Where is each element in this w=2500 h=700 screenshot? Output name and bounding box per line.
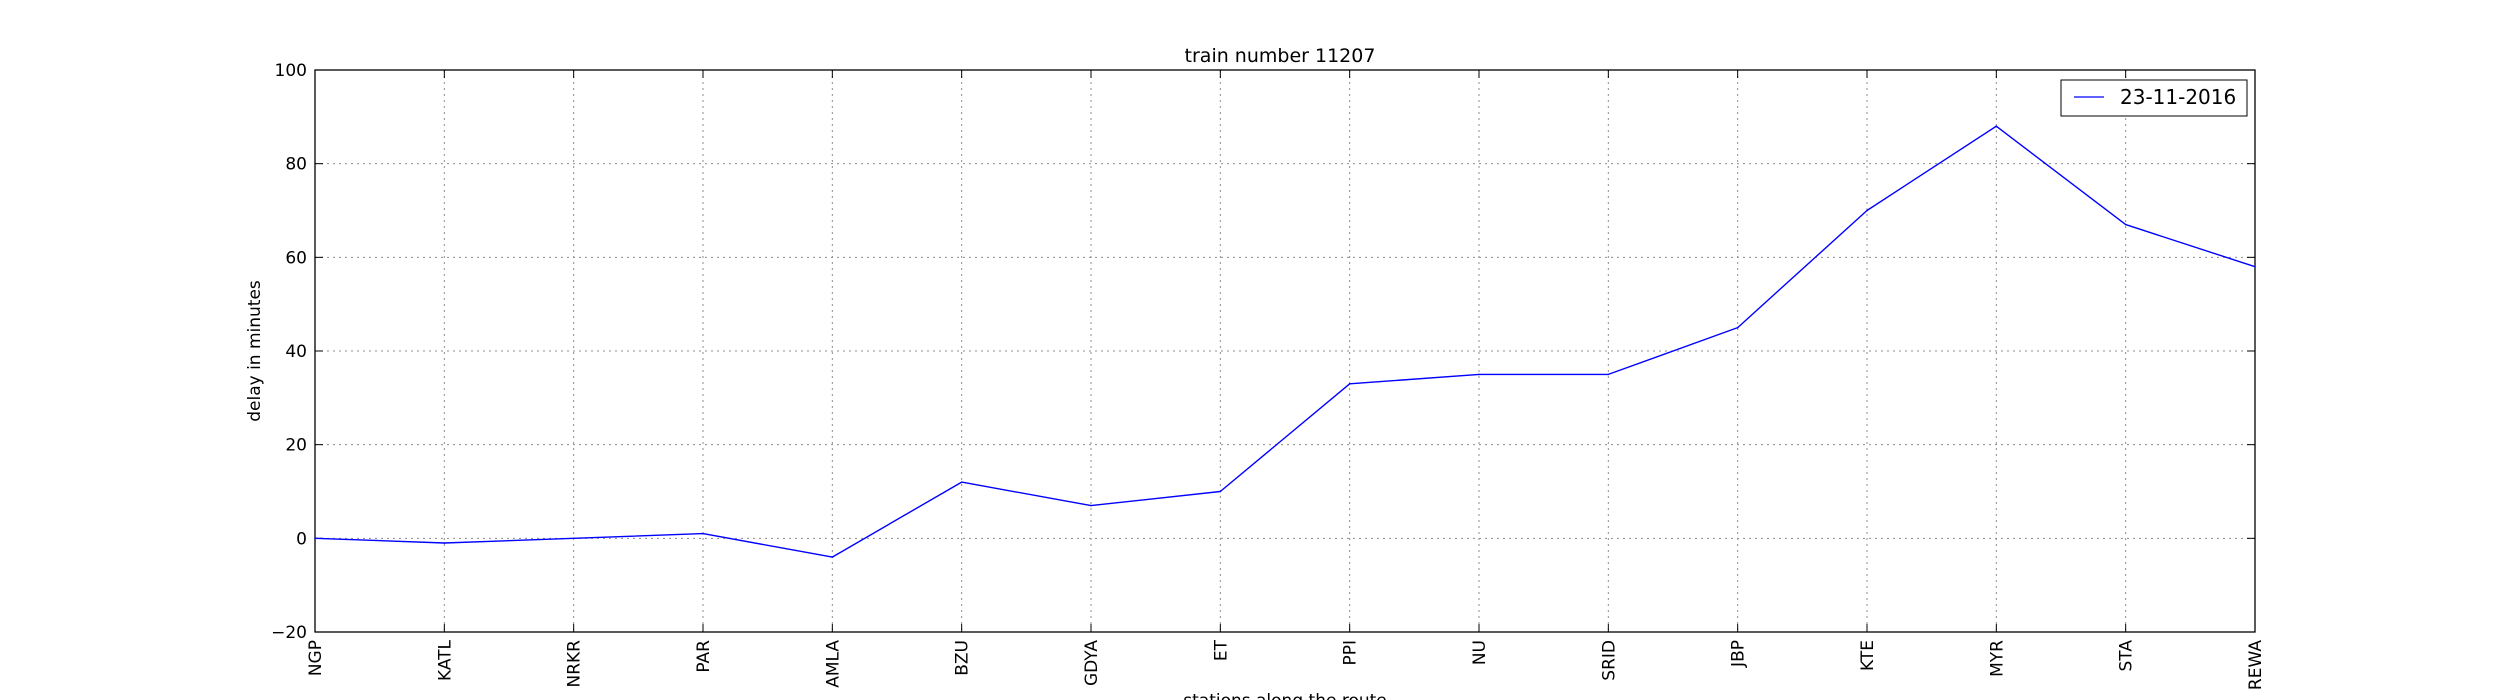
plot-area-frame <box>314 69 2256 633</box>
data-point <box>1219 490 1222 493</box>
data-point <box>314 537 316 540</box>
data-point <box>1995 125 1998 127</box>
data-point <box>831 556 834 558</box>
chart-title: train number 11207 <box>1185 45 1376 67</box>
series-line <box>314 125 2256 558</box>
x-tick-label: SRID <box>1599 640 1619 681</box>
x-tick-label: BZU <box>953 640 973 676</box>
x-axis-ticks: NGP KATL NRKR PAR AMLA BZU GDYA ET PPI NU SRID JBP K… <box>306 70 2266 690</box>
y-tick-label: 0 <box>296 529 307 549</box>
x-tick-label: PPI <box>1341 640 1361 666</box>
x-tick-label: JBP <box>1729 640 1749 668</box>
data-point <box>1478 373 1480 376</box>
x-tick-label: PAR <box>694 640 714 673</box>
x-tick-label: STA <box>2117 640 2137 672</box>
data-point <box>443 542 446 544</box>
x-tick-label: REWA <box>2246 640 2266 690</box>
data-point <box>1607 373 1610 376</box>
data-point <box>572 537 575 540</box>
x-tick-label: MYR <box>1987 640 2007 677</box>
y-tick-label: 60 <box>285 248 307 268</box>
grid-lines <box>315 70 2255 632</box>
x-tick-label: KTE <box>1858 640 1878 671</box>
data-point <box>2124 223 2127 226</box>
series-layer <box>314 125 2256 558</box>
data-point <box>960 481 963 483</box>
y-tick-label: 40 <box>285 342 307 362</box>
legend-label: 23-11-2016 <box>2120 85 2236 109</box>
x-tick-label: NGP <box>306 640 326 676</box>
x-tick-label: NU <box>1470 640 1490 665</box>
y-tick-label: 100 <box>275 61 307 81</box>
data-point <box>702 532 704 535</box>
x-axis-label: stations along the route <box>1183 691 1387 700</box>
y-axis-ticks: −20 0 20 40 60 80 100 <box>271 61 2255 643</box>
x-tick-label: AMLA <box>823 640 843 688</box>
legend: 23-11-2016 <box>2060 79 2248 117</box>
y-axis-label: delay in minutes <box>245 280 265 422</box>
data-point <box>1736 326 1739 329</box>
data-point <box>1866 209 1868 212</box>
x-tick-label: KATL <box>435 639 455 681</box>
x-tick-label: ET <box>1211 639 1231 661</box>
data-point <box>2254 265 2256 268</box>
x-tick-label: GDYA <box>1082 640 1102 686</box>
y-tick-label: −20 <box>271 623 307 643</box>
y-tick-label: 80 <box>285 155 307 175</box>
data-point <box>1090 504 1092 507</box>
x-tick-label: NRKR <box>565 640 585 688</box>
data-point <box>1348 382 1351 385</box>
y-tick-label: 20 <box>285 436 307 456</box>
legend-box <box>2060 79 2248 117</box>
